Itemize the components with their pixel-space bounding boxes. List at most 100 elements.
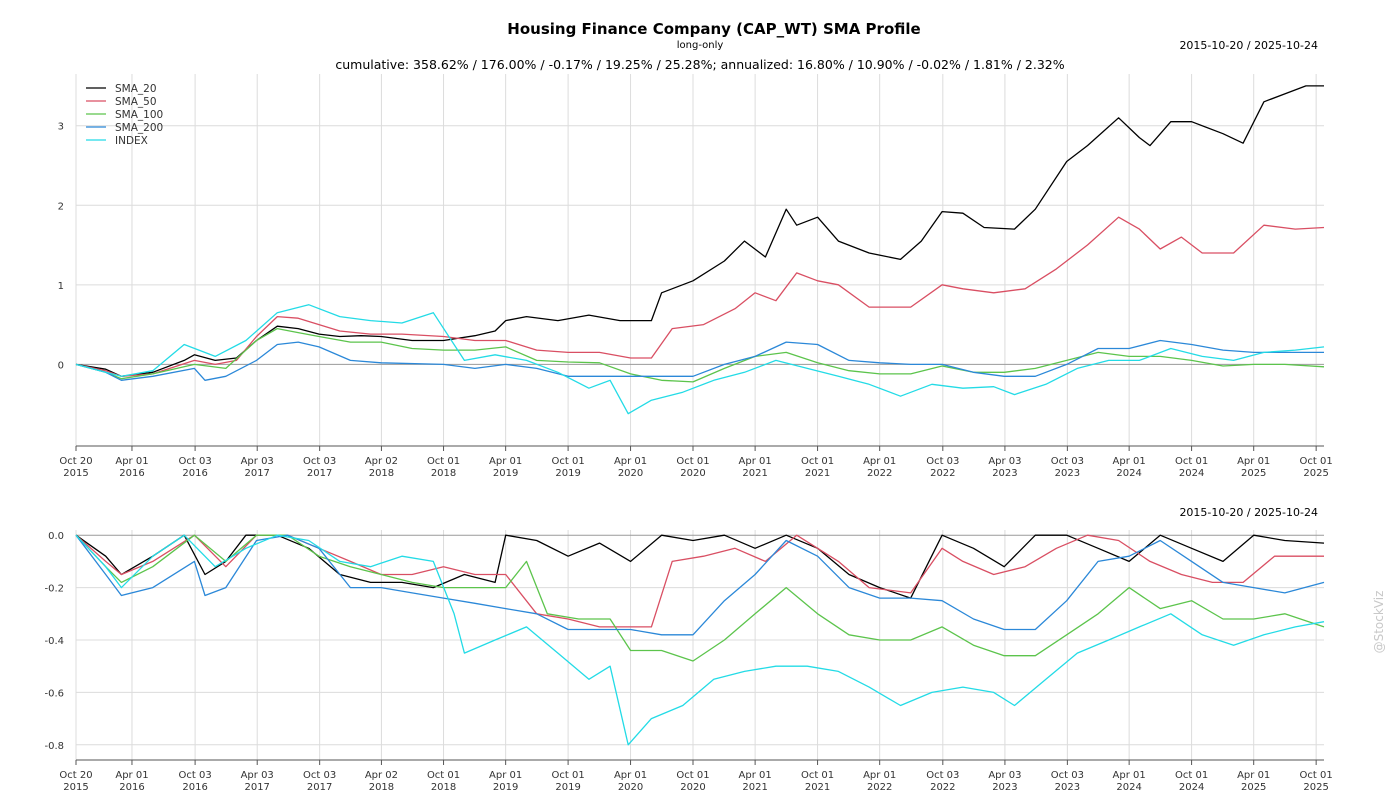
perf-xtick-year: 2021	[805, 468, 830, 479]
dd-xtick-label: Apr 01	[1113, 770, 1146, 781]
perf-xtick-label: Apr 03	[241, 456, 274, 467]
perf-xtick-label: Apr 02	[365, 456, 398, 467]
dd-ytick-label: -0.8	[44, 741, 64, 752]
perf-xtick-year: 2016	[119, 468, 144, 479]
perf-xtick-label: Apr 01	[1113, 456, 1146, 467]
legend-label: INDEX	[115, 135, 148, 147]
perf-xtick-label: Oct 03	[303, 456, 336, 467]
perf-xtick-label: Apr 01	[1237, 456, 1270, 467]
dd-xtick-label: Oct 03	[926, 770, 959, 781]
perf-ytick-label: 2	[58, 201, 64, 212]
perf-xtick-label: Oct 01	[1175, 456, 1208, 467]
watermark: @StockViz	[1372, 591, 1386, 654]
legend-label: SMA_200	[115, 122, 163, 134]
perf-series-sma-100	[75, 327, 1325, 383]
dd-ytick-label: -0.6	[44, 688, 64, 699]
dd-xtick-label: Apr 01	[489, 770, 522, 781]
bottom-date-range: 2015-10-20 / 2025-10-24	[1179, 506, 1318, 519]
perf-series-sma-20	[75, 85, 1324, 377]
chart-subtitle: long-only	[677, 40, 724, 51]
dd-xtick-year: 2024	[1179, 782, 1204, 793]
dd-xtick-label: Oct 01	[1175, 770, 1208, 781]
perf-xtick-label: Apr 03	[988, 456, 1021, 467]
dd-xtick-label: Oct 01	[427, 770, 460, 781]
top-date-range: 2015-10-20 / 2025-10-24	[1179, 39, 1318, 52]
dd-xtick-label: Apr 03	[988, 770, 1021, 781]
perf-xtick-year: 2023	[992, 468, 1017, 479]
perf-series-sma-200	[75, 339, 1324, 381]
dd-xtick-year: 2023	[992, 782, 1017, 793]
perf-xtick-year: 2020	[680, 468, 705, 479]
perf-xtick-year: 2024	[1179, 468, 1204, 479]
perf-series-sma-50	[75, 216, 1325, 377]
perf-xtick-label: Apr 01	[489, 456, 522, 467]
dd-series-sma-50	[75, 534, 1324, 628]
perf-xtick-year: 2020	[618, 468, 643, 479]
perf-xtick-year: 2022	[930, 468, 955, 479]
dd-xtick-year: 2018	[431, 782, 456, 793]
perf-xtick-year: 2024	[1116, 468, 1141, 479]
dd-xtick-label: Apr 03	[241, 770, 274, 781]
dd-xtick-year: 2018	[369, 782, 394, 793]
perf-xtick-year: 2022	[867, 468, 892, 479]
dd-xtick-label: Apr 01	[863, 770, 896, 781]
dd-series-sma-200	[75, 534, 1325, 636]
dd-xtick-year: 2023	[1055, 782, 1080, 793]
dd-xtick-label: Oct 01	[676, 770, 709, 781]
dd-xtick-label: Oct 03	[1051, 770, 1084, 781]
perf-xtick-label: Oct 03	[1051, 456, 1084, 467]
perf-ytick-label: 3	[58, 122, 64, 133]
dd-xtick-year: 2021	[742, 782, 767, 793]
dd-xtick-year: 2021	[805, 782, 830, 793]
perf-xtick-label: Apr 01	[115, 456, 148, 467]
perf-xtick-year: 2019	[493, 468, 518, 479]
dd-xtick-year: 2016	[119, 782, 144, 793]
perf-xtick-year: 2023	[1055, 468, 1080, 479]
perf-ytick-label: 1	[58, 281, 64, 292]
dd-xtick-year: 2017	[244, 782, 269, 793]
dd-ytick-label: -0.4	[44, 636, 64, 647]
perf-series-index	[75, 304, 1325, 415]
dd-xtick-label: Oct 03	[303, 770, 336, 781]
perf-xtick-year: 2025	[1303, 468, 1328, 479]
dd-xtick-year: 2019	[555, 782, 580, 793]
chart-title: Housing Finance Company (CAP_WT) SMA Pro…	[507, 20, 920, 38]
perf-xtick-year: 2017	[244, 468, 269, 479]
dd-xtick-label: Oct 01	[1300, 770, 1333, 781]
perf-xtick-label: Oct 01	[801, 456, 834, 467]
perf-xtick-label: Oct 20	[59, 456, 92, 467]
perf-xtick-year: 2018	[431, 468, 456, 479]
perf-xtick-year: 2025	[1241, 468, 1266, 479]
perf-xtick-year: 2021	[742, 468, 767, 479]
dd-xtick-year: 2025	[1241, 782, 1266, 793]
dd-xtick-year: 2017	[307, 782, 332, 793]
perf-xtick-year: 2016	[182, 468, 207, 479]
perf-xtick-label: Oct 01	[1300, 456, 1333, 467]
stats-line: cumulative: 358.62% / 176.00% / -0.17% /…	[335, 57, 1064, 72]
perf-xtick-label: Apr 01	[863, 456, 896, 467]
perf-xtick-year: 2018	[369, 468, 394, 479]
legend-label: SMA_50	[115, 96, 157, 108]
dd-xtick-year: 2020	[618, 782, 643, 793]
dd-xtick-label: Apr 01	[115, 770, 148, 781]
perf-xtick-year: 2015	[63, 468, 88, 479]
dd-ytick-label: 0.0	[48, 531, 64, 542]
dd-xtick-year: 2022	[930, 782, 955, 793]
dd-xtick-label: Oct 01	[552, 770, 585, 781]
dd-xtick-label: Apr 01	[739, 770, 772, 781]
perf-xtick-label: Oct 01	[676, 456, 709, 467]
perf-xtick-label: Oct 03	[178, 456, 211, 467]
dd-xtick-label: Oct 01	[801, 770, 834, 781]
dd-xtick-year: 2019	[493, 782, 518, 793]
perf-xtick-year: 2017	[307, 468, 332, 479]
dd-series-index	[75, 534, 1325, 746]
dd-series-sma-100	[75, 534, 1325, 662]
dd-xtick-label: Oct 03	[178, 770, 211, 781]
dd-xtick-year: 2020	[680, 782, 705, 793]
dd-xtick-label: Apr 01	[1237, 770, 1270, 781]
dd-xtick-label: Apr 02	[365, 770, 398, 781]
dd-xtick-label: Oct 20	[59, 770, 92, 781]
